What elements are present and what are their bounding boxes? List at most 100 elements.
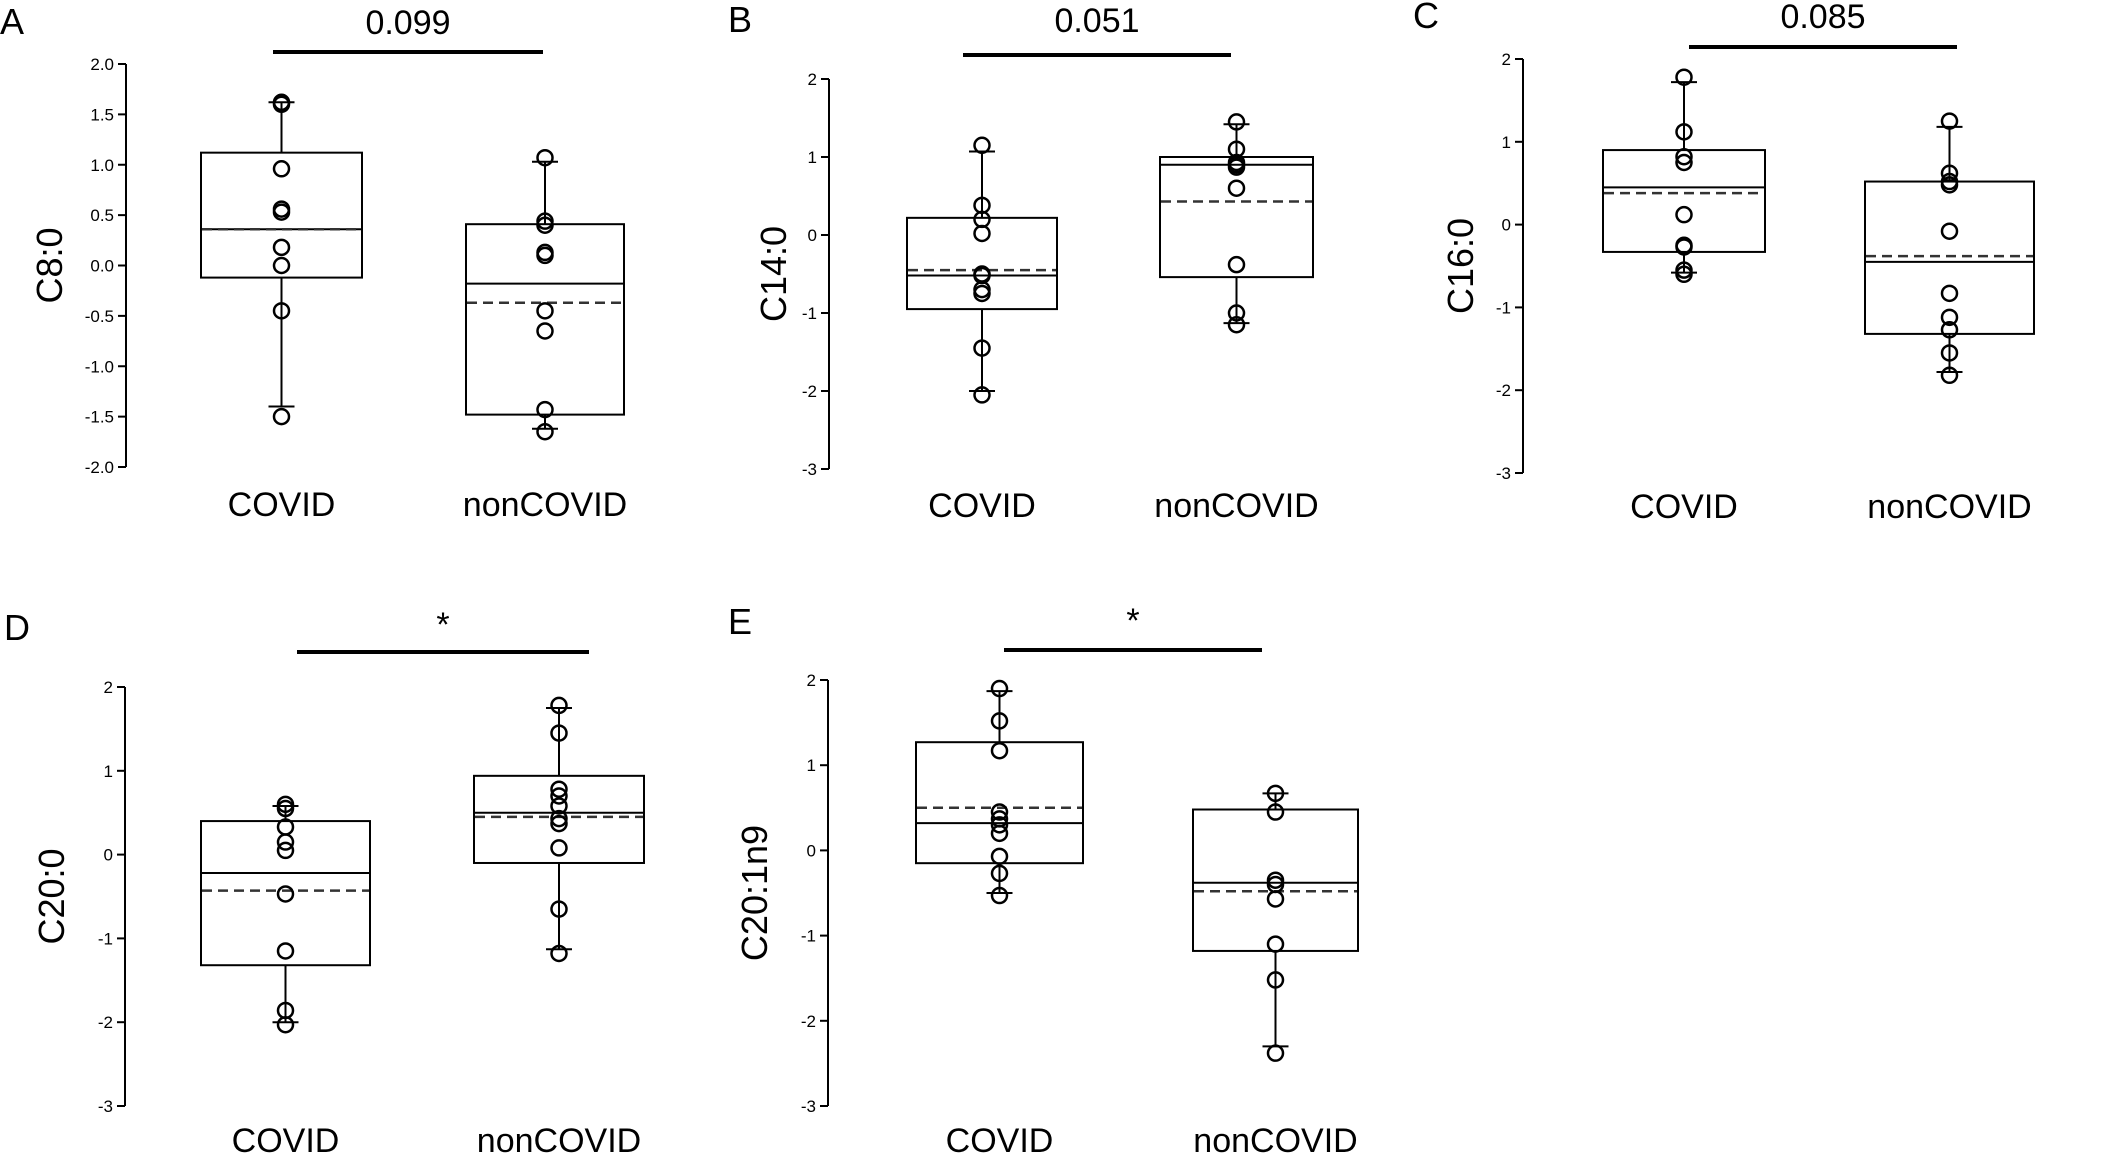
data-point [272,160,291,178]
y-tick-label: 1.5 [90,105,114,124]
data-point [550,814,568,833]
data-point [276,833,295,851]
data-point [973,224,991,243]
category-label: nonCOVID [463,486,627,524]
data-point [1675,265,1693,284]
data-point [550,809,568,828]
y-axis-label: C14:0 [753,226,794,322]
data-point [536,322,554,340]
data-point [550,724,568,742]
y-tick-label: -3 [802,460,817,479]
data-point [276,1015,295,1034]
panel-letter: D [4,607,30,648]
data-point [276,799,295,818]
data-point [990,803,1009,821]
y-tick-label: 1 [807,756,816,775]
data-point [272,256,291,275]
data-point [550,696,568,715]
y-tick-label: 0 [104,846,113,865]
box-group-noncovid [465,148,625,441]
iqr-box [906,216,1058,311]
box-group-noncovid [1159,113,1314,334]
data-point [973,339,991,357]
y-tick-label: -3 [801,1097,816,1116]
iqr-box [200,151,363,279]
data-point [1266,971,1285,989]
data-point [990,816,1009,834]
data-point [272,95,291,114]
y-tick-label: -1 [1496,298,1511,317]
y-tick-label: -2 [1496,381,1511,400]
data-point [272,407,291,426]
data-point [1227,113,1246,131]
data-point [1266,803,1285,821]
y-tick-label: 1 [104,762,113,781]
y-tick-label: 2.0 [90,55,114,74]
data-point [536,148,554,167]
y-tick-label: 0 [807,841,816,860]
data-point [1675,68,1693,86]
iqr-box [465,223,625,416]
data-point [276,885,295,903]
data-point [1940,164,1959,183]
data-point [550,839,568,857]
category-label: nonCOVID [477,1122,641,1158]
panel-e: E 2 1 0 -1 -2 -3 C20:1n9 COVID nonCOVID * [728,601,1359,1158]
box-group-noncovid [1864,112,2035,385]
data-point [1940,284,1959,303]
category-label: nonCOVID [1193,1122,1357,1158]
y-tick-label: -1 [98,929,113,948]
data-point [1266,890,1285,908]
y-tick-label: -1 [802,304,817,323]
y-tick-label: -2 [802,382,817,401]
data-point [1675,147,1693,166]
panel-b: B 2 1 0 -1 -2 -3 C14:0 COVID nonCOVID 0.051 [728,0,1319,525]
data-point [550,900,568,918]
y-tick-label: 1 [808,148,817,167]
y-tick-label: -2 [98,1013,113,1032]
data-point [973,386,991,404]
panel-letter: E [728,601,752,642]
data-point [536,422,554,441]
data-point [550,797,568,815]
y-tick-label: -3 [98,1097,113,1116]
data-point [1266,784,1285,803]
iqr-box [915,741,1084,865]
y-tick-label: 1 [1502,133,1511,152]
data-point [536,216,554,234]
data-point [276,841,295,860]
y-tick-label: -0.5 [85,307,114,326]
panel-d: D 2 1 0 -1 -2 -3 C20:0 COVID nonCOVID * [4,606,645,1158]
category-label: COVID [232,1122,340,1158]
data-point [973,136,991,155]
significance-label: 0.099 [365,4,450,42]
data-point [1227,179,1246,197]
data-point [272,238,291,257]
data-point [272,203,291,221]
data-point [1940,112,1959,130]
significance-label: * [1126,602,1139,640]
data-point [550,787,568,805]
iqr-box [200,820,371,967]
data-point [536,302,554,320]
data-point [1940,308,1959,327]
data-point [1675,153,1693,172]
y-axis-label: C8:0 [29,227,70,303]
data-point [536,246,554,265]
y-axis-label: C20:1n9 [734,825,775,961]
data-point [1675,238,1693,256]
y-tick-label: 0.5 [90,206,114,225]
y-tick-label: -2 [801,1012,816,1031]
data-point [536,400,554,419]
category-label: nonCOVID [1154,487,1318,525]
data-point [550,780,568,798]
y-tick-label: 1.0 [90,156,114,175]
panel-letter: B [728,0,752,40]
significance-label: * [436,606,449,644]
category-label: COVID [1630,488,1738,526]
data-point [990,864,1009,883]
y-tick-label: 2 [808,70,817,89]
data-point [990,824,1009,843]
category-label: COVID [928,487,1036,525]
y-axis-label: C16:0 [1440,218,1481,314]
